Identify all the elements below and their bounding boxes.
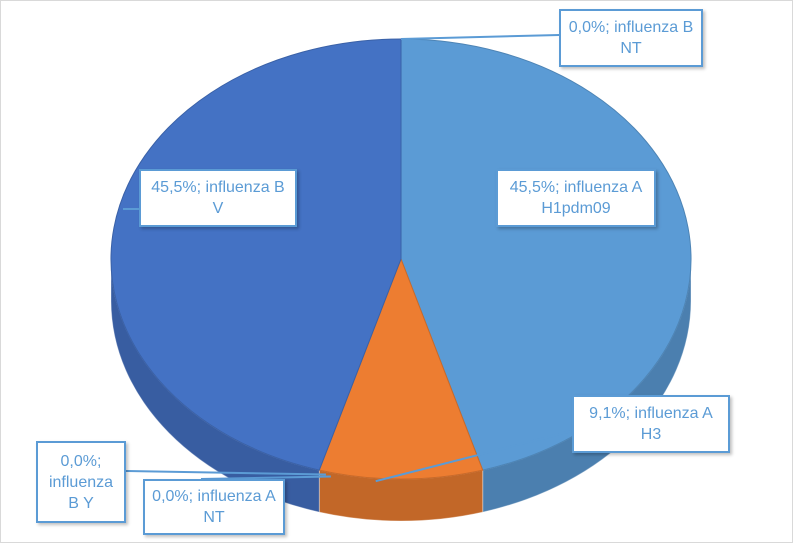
leader-line-4 xyxy=(125,470,326,476)
data-label-b-v: 45,5%; influenza B V xyxy=(139,169,297,227)
data-label-a-h1pdm09: 45,5%; influenza A H1pdm09 xyxy=(496,169,656,227)
pie-slice-2 xyxy=(318,257,484,480)
leader-line-2 xyxy=(375,430,573,483)
data-label-a-h3: 9,1%; influenza A H3 xyxy=(572,395,730,453)
data-label-b-y: 0,0%; influenza B Y xyxy=(36,441,126,523)
pie-slice-5 xyxy=(110,38,402,471)
data-label-b-nt: 0,0%; influenza B NT xyxy=(559,9,703,67)
leader-line-3 xyxy=(200,475,331,480)
leader-line-0 xyxy=(400,34,560,40)
data-label-a-nt: 0,0%; influenza A NT xyxy=(143,479,285,535)
